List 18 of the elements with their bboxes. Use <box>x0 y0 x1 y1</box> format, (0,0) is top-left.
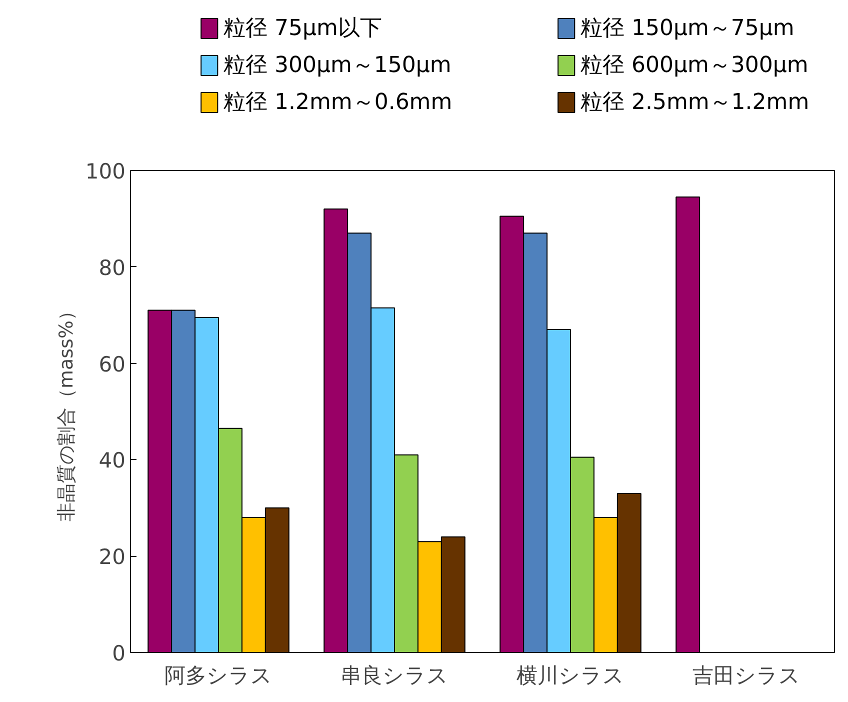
y-tick-label: 60 <box>98 352 126 376</box>
legend-label: 粒径 2.5mm～1.2mm <box>580 90 810 115</box>
x-tick-label: 串良シラス <box>340 664 448 688</box>
legend-label: 粒径 1.2mm～0.6mm <box>223 90 452 115</box>
legend-label: 粒径 300μm～150μm <box>223 53 452 78</box>
y-tick-label: 20 <box>98 545 126 570</box>
x-tick-label: 横川シラス <box>516 664 624 688</box>
y-tick-label: 80 <box>98 256 126 280</box>
legend-label: 粒径 75μm以下 <box>223 16 382 41</box>
x-tick-label: 阿多シラス <box>164 664 272 688</box>
y-axis-title: 非晶質の割合（mass%） <box>55 301 78 522</box>
legend-label: 粒径 600μm～300μm <box>580 53 808 78</box>
bar <box>676 196 700 652</box>
x-tick-label: 吉田シラス <box>692 664 800 688</box>
y-tick-label: 0 <box>112 642 126 666</box>
legend-label: 粒径 150μm～75μm <box>580 16 794 41</box>
y-tick-label: 100 <box>85 160 126 184</box>
y-tick-label: 40 <box>98 448 126 473</box>
